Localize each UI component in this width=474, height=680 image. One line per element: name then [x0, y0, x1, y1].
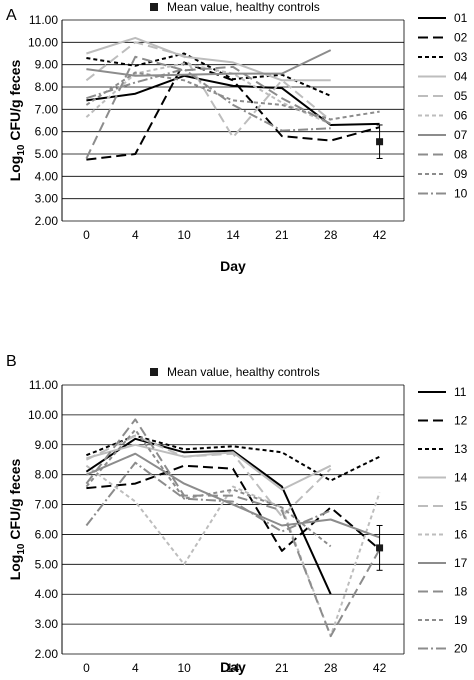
y-tick-label: 10.00	[28, 408, 58, 422]
series-line-08	[85, 55, 332, 159]
y-axis-title: Log10 CFU/g feces	[7, 60, 27, 182]
legend-label-05: 05	[454, 89, 468, 103]
control-mean-marker	[376, 138, 384, 146]
x-tick-label: 10	[177, 228, 191, 242]
series-line-12	[86, 464, 381, 552]
series-line-18	[85, 418, 381, 638]
x-tick-label: 4	[132, 661, 139, 675]
series-line-10	[86, 68, 331, 132]
x-tick-label: 21	[275, 228, 289, 242]
legend-label-14: 14	[454, 471, 468, 485]
x-tick-label: 4	[132, 228, 139, 242]
legend-label-11: 11	[454, 385, 467, 399]
legend-label-03: 03	[454, 50, 468, 64]
series-line-01	[86, 74, 380, 126]
legend-label-01: 01	[454, 11, 468, 25]
y-tick-label: 9.00	[35, 58, 59, 72]
series-line-17	[86, 452, 380, 539]
x-tick-label: 14	[226, 228, 240, 242]
y-tick-label: 2.00	[35, 647, 59, 661]
x-tick-label: 42	[373, 661, 387, 675]
y-tick-label: 8.00	[35, 80, 59, 94]
control-marker-legend-label: Mean value, healthy controls	[167, 365, 320, 379]
series-line-02	[86, 61, 380, 161]
chart-panel-b: B 2.00 3.00 4.00 5.00 6.00 7.00 8.00 9.00 10.00 11…	[6, 353, 468, 675]
x-tick-label: 0	[83, 228, 90, 242]
legend-label-08: 08	[454, 148, 468, 162]
y-tick-label: 7.00	[35, 498, 59, 512]
x-tick-label: 21	[275, 661, 289, 675]
y-tick-label: 8.00	[35, 468, 59, 482]
y-tick-label: 9.00	[35, 438, 59, 452]
control-mean-marker	[376, 544, 384, 552]
series-line-03	[86, 52, 332, 97]
y-axis-title: Log10 CFU/g feces	[7, 459, 27, 581]
legend-label-15: 15	[454, 499, 468, 513]
legend-label-06: 06	[454, 109, 468, 123]
x-tick-label: 28	[324, 228, 338, 242]
y-tick-label: 11.00	[29, 13, 58, 27]
series-line-11	[85, 437, 332, 595]
series-line-19	[85, 428, 332, 548]
legend-label-04: 04	[454, 70, 468, 84]
legend-label-10: 10	[454, 187, 468, 201]
legend-label-20: 20	[454, 642, 468, 656]
legend-label-07: 07	[454, 128, 468, 142]
y-tick-label: 6.00	[35, 125, 59, 139]
series-line-16	[85, 464, 381, 638]
y-tick-label: 7.00	[35, 102, 59, 116]
x-tick-label: 28	[324, 661, 338, 675]
panel-letter: A	[6, 7, 17, 24]
legend-label-16: 16	[454, 528, 468, 542]
y-tick-label: 3.00	[35, 617, 59, 631]
series-line-05	[85, 41, 332, 139]
y-tick-label: 5.00	[35, 147, 59, 161]
control-marker-legend-icon	[150, 3, 158, 11]
legend-label-13: 13	[454, 442, 468, 456]
y-tick-label: 5.00	[35, 557, 59, 571]
series-line-09	[85, 71, 380, 121]
y-tick-label: 11.00	[29, 378, 58, 392]
x-axis-title: Day	[220, 659, 246, 675]
y-tick-label: 2.00	[35, 214, 59, 228]
legend-label-12: 12	[454, 414, 468, 428]
x-tick-label: 14	[226, 661, 240, 675]
x-tick-label: 0	[83, 661, 90, 675]
y-tick-label: 10.00	[28, 35, 58, 49]
chart-panel-a: A 2.00 3.00 4.00 5.00 6.00 7.00 8.00 9.00 10.00 11…	[6, 0, 468, 274]
series-line-04	[86, 36, 331, 82]
x-tick-label: 10	[177, 661, 191, 675]
series-line-15	[85, 434, 332, 518]
legend-label-09: 09	[454, 167, 468, 181]
panel-letter: B	[6, 353, 17, 370]
legend-label-19: 19	[454, 613, 468, 627]
y-tick-label: 4.00	[35, 169, 59, 183]
control-marker-legend-label: Mean value, healthy controls	[167, 0, 320, 14]
series-line-06	[85, 62, 332, 125]
series-line-20	[85, 461, 332, 533]
series-line-14	[86, 443, 332, 491]
legend-label-17: 17	[454, 556, 468, 570]
x-tick-label: 42	[373, 228, 387, 242]
x-axis-title: Day	[220, 258, 246, 274]
y-tick-label: 4.00	[35, 587, 59, 601]
control-marker-legend-icon	[150, 368, 158, 376]
y-tick-label: 6.00	[35, 527, 59, 541]
legend-label-02: 02	[454, 31, 468, 45]
y-tick-label: 3.00	[35, 192, 59, 206]
legend-label-18: 18	[454, 585, 468, 599]
